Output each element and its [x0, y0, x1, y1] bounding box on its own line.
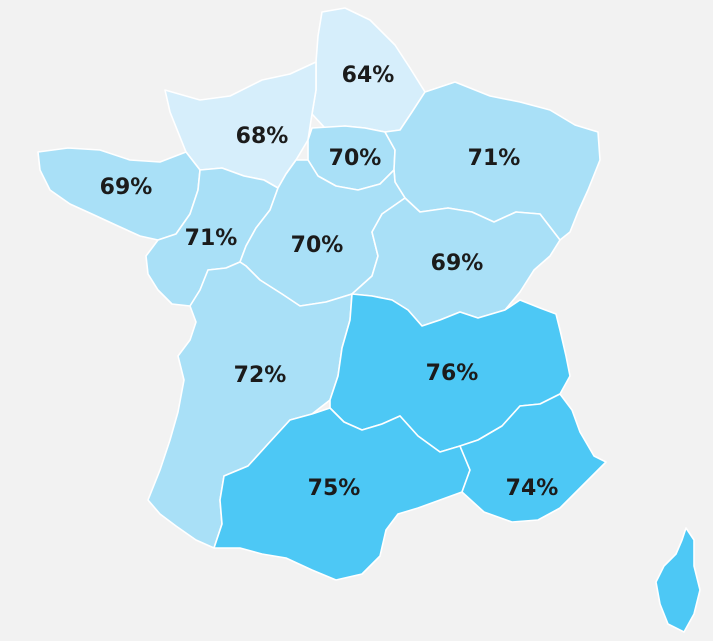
label-nouvelle-aquitaine: 72% — [234, 363, 287, 388]
label-hauts-de-france: 64% — [342, 63, 395, 88]
label-auvergne-rhone-alpes: 76% — [426, 361, 479, 386]
label-pays-de-la-loire: 71% — [185, 226, 238, 251]
label-provence-alpes-cote-d-azur: 74% — [506, 476, 559, 501]
label-bourgogne-franche-comte: 69% — [431, 251, 484, 276]
label-occitanie: 75% — [308, 476, 361, 501]
region-provence-alpes-cote-d-azur — [459, 393, 607, 523]
label-normandie: 68% — [236, 124, 289, 149]
region-corse — [655, 527, 701, 633]
label-centre-val-de-loire: 70% — [291, 233, 344, 258]
label-ile-de-france: 70% — [329, 146, 382, 171]
label-grand-est: 71% — [468, 146, 521, 171]
region-occitanie — [213, 407, 471, 581]
label-bretagne: 69% — [100, 175, 153, 200]
